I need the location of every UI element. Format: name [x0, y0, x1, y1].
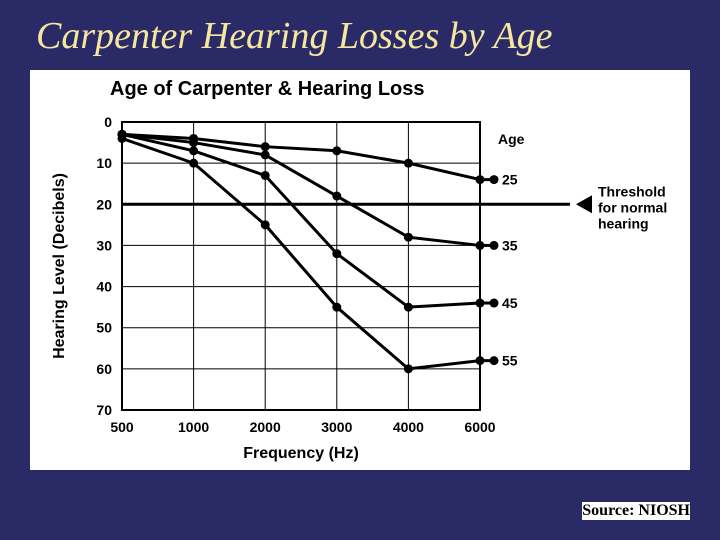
data-marker [261, 220, 270, 229]
data-marker [332, 146, 341, 155]
threshold-label: Threshold [598, 183, 666, 199]
slide-title: Carpenter Hearing Losses by Age [36, 14, 553, 58]
data-marker [189, 138, 198, 147]
x-tick-label: 6000 [464, 419, 495, 435]
data-marker [118, 134, 127, 143]
y-tick-label: 60 [96, 361, 112, 377]
series-age-label: 55 [502, 353, 518, 369]
series-age-label: 35 [502, 237, 518, 253]
data-marker [404, 303, 413, 312]
series-line [122, 134, 480, 307]
data-marker [476, 299, 485, 308]
series-age-label: 45 [502, 295, 518, 311]
data-marker [261, 142, 270, 151]
age-header: Age [498, 131, 525, 147]
data-marker [404, 159, 413, 168]
y-tick-label: 50 [96, 320, 112, 336]
y-tick-label: 20 [96, 196, 112, 212]
data-marker [332, 303, 341, 312]
data-marker [404, 364, 413, 373]
x-tick-label: 4000 [393, 419, 424, 435]
data-marker [261, 150, 270, 159]
y-axis-label: Hearing Level (Decibels) [51, 173, 68, 359]
data-marker [476, 175, 485, 184]
data-marker [490, 241, 499, 250]
data-marker [476, 241, 485, 250]
data-marker [332, 192, 341, 201]
x-tick-label: 1000 [178, 419, 209, 435]
threshold-label: hearing [598, 215, 649, 231]
y-tick-label: 10 [96, 155, 112, 171]
y-tick-label: 70 [96, 402, 112, 418]
slide: Carpenter Hearing Losses by Age Age of C… [0, 0, 720, 540]
data-marker [189, 159, 198, 168]
y-tick-label: 30 [96, 237, 112, 253]
source-label: Source: NIOSH [582, 502, 690, 520]
data-marker [476, 356, 485, 365]
y-tick-label: 40 [96, 279, 112, 295]
data-marker [490, 299, 499, 308]
data-marker [261, 171, 270, 180]
data-marker [490, 356, 499, 365]
chart-svg: Thresholdfor normalhearingAge25354555500… [30, 70, 690, 470]
chart-title: Age of Carpenter & Hearing Loss [110, 78, 425, 101]
x-tick-label: 3000 [321, 419, 352, 435]
series-age-label: 25 [502, 172, 518, 188]
series-line [122, 134, 480, 245]
chart-panel: Age of Carpenter & Hearing Loss Threshol… [30, 70, 690, 470]
data-marker [332, 249, 341, 258]
x-axis-label: Frequency (Hz) [243, 445, 359, 462]
data-marker [189, 146, 198, 155]
data-marker [490, 175, 499, 184]
data-marker [404, 233, 413, 242]
threshold-label: for normal [598, 199, 667, 215]
x-tick-label: 2000 [250, 419, 281, 435]
x-tick-label: 500 [110, 419, 134, 435]
threshold-arrow-icon [576, 195, 592, 213]
y-tick-label: 0 [104, 114, 112, 130]
series-line [122, 138, 480, 368]
